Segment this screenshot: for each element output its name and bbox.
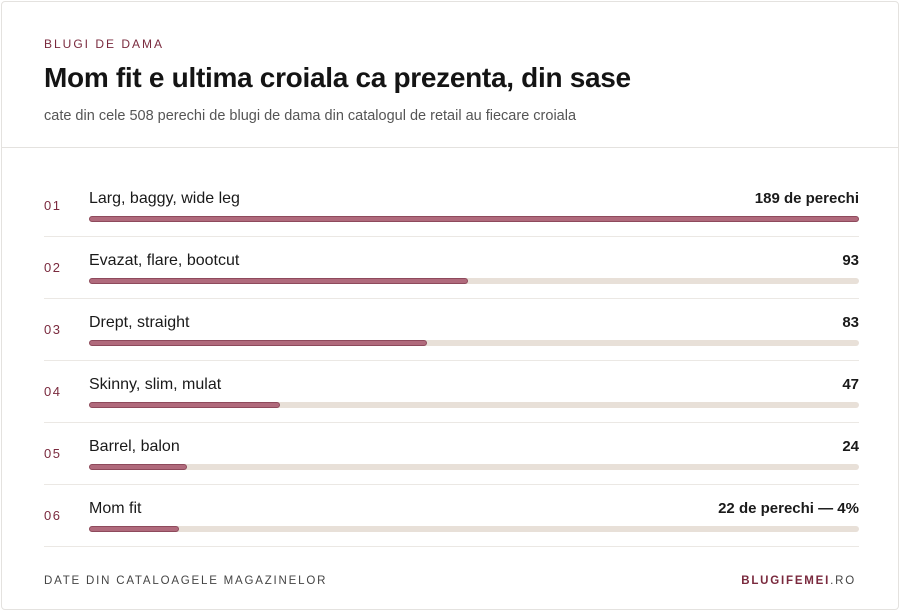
- rank-label: 06: [44, 508, 62, 523]
- rank-label: 02: [44, 260, 62, 275]
- bar: [89, 278, 468, 284]
- bar-row: 06 Mom fit 22 de perechi — 4%: [44, 485, 859, 547]
- category-label: Evazat, flare, bootcut: [89, 252, 240, 269]
- value-label: 189 de perechi: [754, 190, 859, 207]
- bar-track: [89, 278, 859, 284]
- bar-track: [89, 216, 859, 222]
- brand-link[interactable]: BLUGIFEMEI.RO: [741, 575, 856, 587]
- bar-track: [89, 526, 859, 532]
- brand-name: BLUGIFEMEI: [741, 575, 831, 587]
- chart-subtitle: cate din cele 508 perechi de blugi de da…: [44, 108, 577, 124]
- category-label: Skinny, slim, mulat: [89, 376, 222, 393]
- category-label: Barrel, balon: [89, 438, 180, 455]
- bar: [89, 340, 428, 346]
- bar-row: 03 Drept, straight 83: [44, 299, 859, 361]
- brand-tld: .RO: [830, 575, 856, 587]
- bar: [89, 526, 179, 532]
- source-note: DATE DIN CATALOAGELE MAGAZINELOR: [44, 575, 328, 587]
- value-label: 24: [842, 438, 859, 455]
- kicker: BLUGI DE DAMA: [44, 37, 165, 51]
- bar: [89, 464, 187, 470]
- bar: [89, 216, 859, 222]
- category-label: Mom fit: [89, 500, 142, 517]
- bar-track: [89, 402, 859, 408]
- category-label: Drept, straight: [89, 314, 190, 331]
- rank-label: 05: [44, 446, 62, 461]
- bar-track: [89, 340, 859, 346]
- value-label: 83: [842, 314, 859, 331]
- value-label: 47: [842, 376, 859, 393]
- bar-row: 05 Barrel, balon 24: [44, 423, 859, 485]
- rank-label: 01: [44, 198, 62, 213]
- chart-title: Mom fit e ultima croiala ca prezenta, di…: [44, 62, 631, 93]
- bar-row: 04 Skinny, slim, mulat 47: [44, 361, 859, 423]
- value-label: 22 de perechi — 4%: [718, 500, 859, 517]
- rank-label: 04: [44, 384, 62, 399]
- bar-row: 01 Larg, baggy, wide leg 189 de perechi: [44, 175, 859, 237]
- bar: [89, 402, 281, 408]
- bar-track: [89, 464, 859, 470]
- value-label: 93: [842, 252, 859, 269]
- bar-list: 01 Larg, baggy, wide leg 189 de perechi 02 E…: [44, 175, 859, 547]
- category-label: Larg, baggy, wide leg: [89, 190, 240, 207]
- bar-row: 02 Evazat, flare, bootcut 93: [44, 237, 859, 299]
- rank-label: 03: [44, 322, 62, 337]
- chart-header: BLUGI DE DAMA Mom fit e ultima croiala c…: [2, 2, 898, 148]
